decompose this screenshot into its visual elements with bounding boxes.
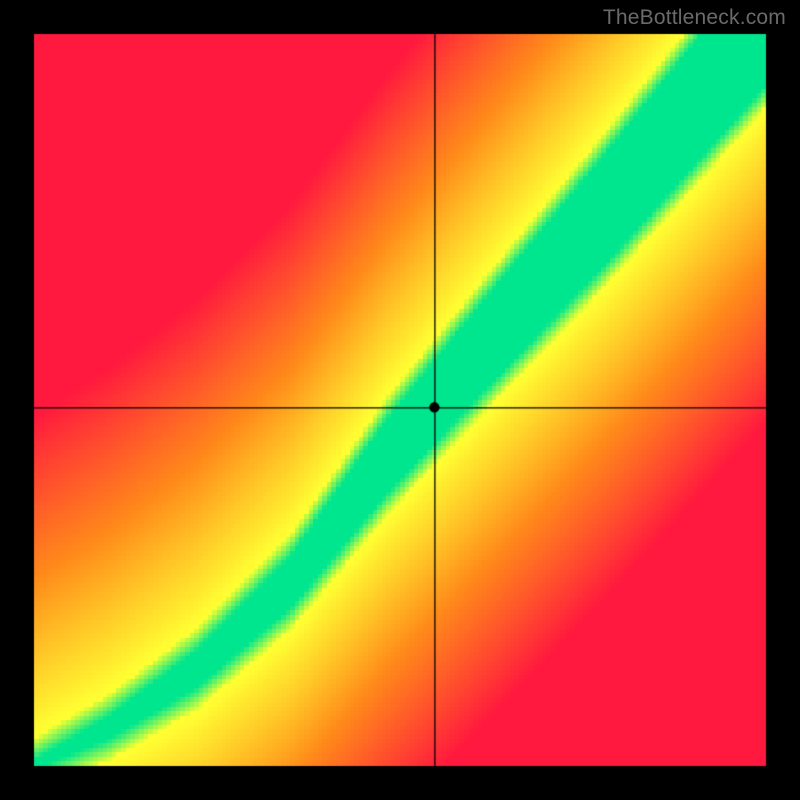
watermark-text: TheBottleneck.com xyxy=(603,6,786,30)
overlay-canvas xyxy=(0,0,800,800)
chart-container: TheBottleneck.com xyxy=(0,0,800,800)
